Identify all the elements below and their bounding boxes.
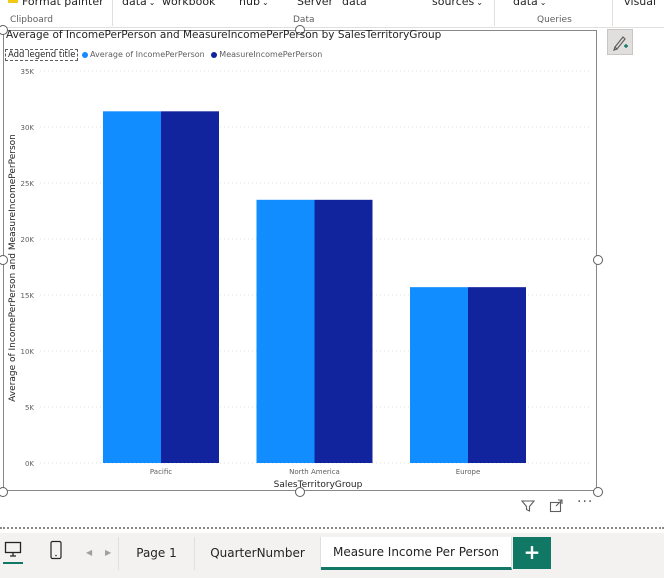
desktop-view-indicator bbox=[3, 562, 23, 564]
mobile-view-icon[interactable] bbox=[49, 540, 63, 564]
chevron-down-icon: ⌄ bbox=[261, 0, 269, 7]
data-hub-button[interactable]: hub ⌄ bbox=[239, 0, 269, 8]
more-options-icon[interactable]: ··· bbox=[577, 494, 594, 510]
excel-workbook-button[interactable]: workbook bbox=[162, 0, 216, 8]
transform-data-label: data bbox=[513, 0, 538, 8]
format-painter-button[interactable]: Format painter bbox=[22, 0, 104, 8]
ribbon-separator bbox=[494, 0, 495, 26]
new-visual-button[interactable]: visual bbox=[624, 0, 657, 8]
get-data-button[interactable]: data ⌄ bbox=[122, 0, 155, 8]
resize-handle[interactable] bbox=[593, 487, 603, 497]
resize-handle[interactable] bbox=[295, 25, 305, 35]
next-page-icon[interactable]: ▶ bbox=[105, 548, 112, 557]
desktop-view-icon[interactable] bbox=[4, 540, 22, 562]
legend-title[interactable]: Add legend title bbox=[5, 49, 79, 61]
chevron-down-icon: ⌄ bbox=[539, 0, 547, 7]
legend-item-average[interactable]: Average of IncomePerPerson bbox=[90, 50, 205, 59]
resize-handle[interactable] bbox=[0, 255, 8, 265]
group-label-data: Data bbox=[293, 15, 315, 25]
canvas-bottom-divider bbox=[0, 527, 664, 529]
resize-handle[interactable] bbox=[593, 255, 603, 265]
chevron-down-icon: ⌄ bbox=[148, 0, 156, 7]
format-visual-button[interactable] bbox=[607, 29, 633, 55]
sql-server-button[interactable]: Server bbox=[297, 0, 334, 8]
resize-handle[interactable] bbox=[0, 487, 8, 497]
transform-data-button[interactable]: data ⌄ bbox=[513, 0, 546, 8]
legend-swatch-measure bbox=[211, 51, 218, 58]
focus-mode-icon[interactable] bbox=[548, 498, 564, 518]
paintbrush-icon bbox=[613, 36, 628, 51]
recent-sources-label: sources bbox=[432, 0, 475, 8]
resize-handle[interactable] bbox=[295, 487, 305, 497]
add-page-button[interactable]: + bbox=[513, 537, 551, 569]
resize-handle[interactable] bbox=[0, 25, 8, 35]
tab-quarternumber[interactable]: QuarterNumber bbox=[195, 537, 321, 570]
legend-swatch-average bbox=[82, 51, 89, 58]
ribbon-separator bbox=[612, 0, 613, 26]
data-hub-label: hub bbox=[239, 0, 260, 8]
chart-legend: Add legend title Average of IncomePerPer… bbox=[5, 49, 325, 62]
previous-page-icon[interactable]: ◀ bbox=[86, 548, 93, 557]
group-label-queries: Queries bbox=[537, 15, 572, 25]
tab-page-1[interactable]: Page 1 bbox=[119, 537, 195, 570]
tab-measure-income-per-person[interactable]: Measure Income Per Person bbox=[321, 537, 512, 570]
chevron-down-icon: ⌄ bbox=[476, 0, 483, 7]
group-label-clipboard: Clipboard bbox=[10, 15, 53, 25]
format-painter-icon[interactable] bbox=[8, 0, 18, 3]
legend-item-measure[interactable]: MeasureIncomePerPerson bbox=[219, 50, 323, 59]
filter-icon[interactable] bbox=[520, 498, 536, 518]
ribbon-separator bbox=[112, 0, 113, 26]
chart-title: Average of IncomePerPerson and MeasureIn… bbox=[6, 29, 442, 41]
recent-sources-button[interactable]: sources ⌄ bbox=[432, 0, 483, 8]
chart-visual-frame[interactable] bbox=[3, 30, 597, 491]
enter-data-button[interactable]: data bbox=[342, 0, 367, 8]
get-data-label: data bbox=[122, 0, 147, 8]
ribbon: Format painter data ⌄ workbook hub ⌄ Serve… bbox=[0, 0, 664, 28]
tab-separator bbox=[118, 537, 119, 570]
